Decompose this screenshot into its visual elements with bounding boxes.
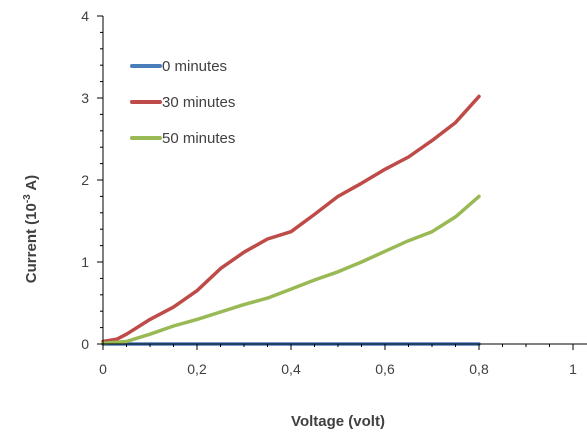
series-layer bbox=[101, 94, 481, 346]
series-line-50-minutes bbox=[101, 194, 481, 345]
y-tick-label-4: 4 bbox=[81, 8, 89, 24]
x-tick-label-0: 0 bbox=[99, 361, 107, 377]
y-tick-label-0: 0 bbox=[81, 336, 89, 352]
y-axis-title: Current (10-3 A) bbox=[22, 175, 40, 283]
x-tick-label-3: 0,6 bbox=[375, 361, 395, 377]
y-tick-label-2: 2 bbox=[81, 172, 89, 188]
y-axis-title-unit: A) bbox=[23, 175, 40, 194]
y-axis-title-main: Current (10 bbox=[23, 203, 40, 283]
x-tick-label-2: 0,4 bbox=[281, 361, 301, 377]
y-tick-label-3: 3 bbox=[81, 90, 89, 106]
legend-label-30-minutes: 30 minutes bbox=[162, 94, 235, 111]
legend-label-0-minutes: 0 minutes bbox=[162, 58, 227, 75]
legend-label-50-minutes: 50 minutes bbox=[162, 130, 235, 147]
legend: 0 minutes 30 minutes 50 minutes bbox=[130, 58, 235, 147]
x-tick-label-4: 0,8 bbox=[469, 361, 489, 377]
series-line-30-minutes bbox=[101, 94, 481, 344]
x-tick-label-5: 1 bbox=[569, 361, 577, 377]
tick-labels-layer: 0 1 2 3 4 0 0,2 0,4 0,6 0,8 1 bbox=[81, 8, 577, 377]
x-tick-label-1: 0,2 bbox=[187, 361, 207, 377]
x-axis-title: Voltage (volt) bbox=[291, 413, 385, 430]
axes-layer bbox=[97, 15, 587, 350]
y-axis-title-superscript: -3 bbox=[22, 194, 33, 203]
y-tick-label-1: 1 bbox=[81, 254, 89, 270]
